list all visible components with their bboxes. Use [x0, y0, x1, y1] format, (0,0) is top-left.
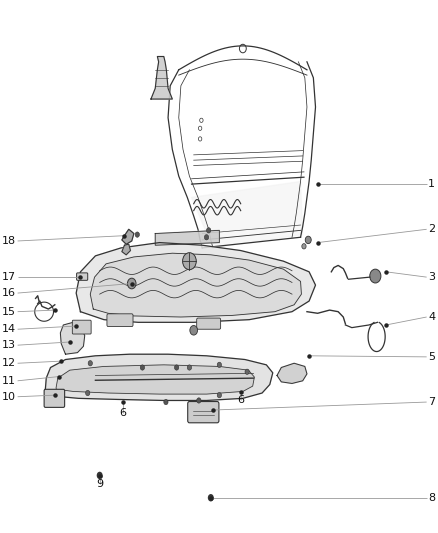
FancyBboxPatch shape [72, 320, 91, 334]
Circle shape [197, 398, 201, 403]
Polygon shape [45, 354, 273, 405]
Circle shape [217, 392, 222, 398]
Text: 17: 17 [2, 272, 16, 282]
Circle shape [174, 365, 179, 370]
Circle shape [245, 369, 249, 374]
Circle shape [140, 365, 145, 370]
Text: 16: 16 [2, 288, 16, 298]
Polygon shape [151, 56, 172, 99]
Text: 1: 1 [428, 179, 435, 189]
Circle shape [208, 494, 214, 502]
Text: 4: 4 [428, 312, 435, 322]
Text: 13: 13 [2, 340, 16, 350]
Circle shape [207, 228, 211, 233]
Circle shape [370, 269, 381, 283]
Circle shape [190, 326, 198, 335]
FancyBboxPatch shape [107, 314, 133, 327]
Circle shape [205, 235, 208, 240]
Circle shape [127, 278, 136, 289]
Polygon shape [277, 364, 307, 383]
Circle shape [135, 232, 139, 237]
Text: 6: 6 [120, 408, 127, 418]
Text: 14: 14 [2, 324, 16, 334]
Polygon shape [76, 243, 315, 322]
Circle shape [85, 390, 90, 395]
Circle shape [187, 365, 191, 370]
Polygon shape [122, 244, 131, 255]
Polygon shape [122, 229, 134, 244]
Polygon shape [56, 365, 254, 395]
Text: 6: 6 [237, 395, 244, 406]
Circle shape [164, 399, 168, 405]
FancyBboxPatch shape [77, 273, 88, 280]
Circle shape [217, 362, 222, 368]
Polygon shape [90, 253, 301, 317]
Text: 12: 12 [2, 358, 16, 368]
Circle shape [88, 361, 92, 366]
FancyBboxPatch shape [188, 401, 219, 423]
Text: 15: 15 [2, 306, 16, 317]
Polygon shape [191, 181, 303, 248]
Circle shape [97, 472, 102, 479]
Polygon shape [60, 322, 85, 354]
Text: 7: 7 [428, 397, 435, 407]
Text: 2: 2 [428, 224, 435, 235]
FancyBboxPatch shape [197, 318, 221, 329]
Polygon shape [155, 230, 219, 245]
Text: 3: 3 [428, 272, 435, 282]
Text: 10: 10 [2, 392, 16, 402]
Circle shape [305, 236, 311, 244]
Text: 8: 8 [428, 492, 435, 503]
FancyBboxPatch shape [44, 389, 65, 407]
Circle shape [183, 253, 196, 270]
Text: 18: 18 [2, 236, 16, 246]
Circle shape [302, 244, 306, 249]
Text: 5: 5 [428, 352, 435, 362]
Text: 9: 9 [96, 480, 103, 489]
Text: 11: 11 [2, 376, 16, 386]
